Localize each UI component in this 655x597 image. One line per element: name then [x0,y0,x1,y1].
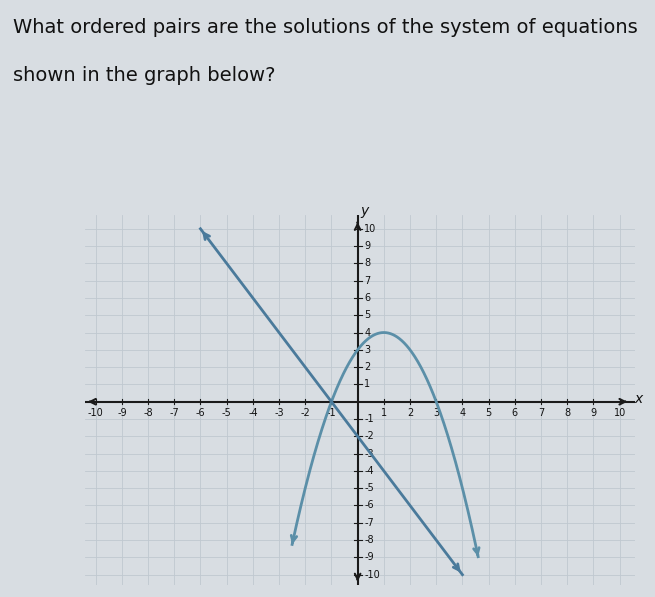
Text: 3: 3 [364,345,370,355]
Text: -10: -10 [364,570,380,580]
Text: 5: 5 [485,408,492,418]
Text: -6: -6 [196,408,205,418]
Text: -5: -5 [364,483,374,493]
Text: 10: 10 [614,408,626,418]
Text: 2: 2 [364,362,371,372]
Text: 5: 5 [364,310,371,320]
Text: 9: 9 [590,408,597,418]
Text: 9: 9 [364,241,370,251]
Text: 6: 6 [512,408,518,418]
Text: 6: 6 [364,293,370,303]
Text: -3: -3 [274,408,284,418]
Text: -7: -7 [364,518,374,528]
Text: 4: 4 [459,408,466,418]
Text: -9: -9 [117,408,126,418]
Text: 1: 1 [364,380,370,389]
Text: 10: 10 [364,224,377,234]
Text: x: x [634,392,643,406]
Text: -1: -1 [327,408,336,418]
Text: 7: 7 [364,276,371,285]
Text: -4: -4 [364,466,374,476]
Text: -3: -3 [364,448,374,458]
Text: -2: -2 [364,431,374,441]
Text: -4: -4 [248,408,257,418]
Text: y: y [360,204,368,217]
Text: -8: -8 [143,408,153,418]
Text: -7: -7 [170,408,179,418]
Text: -9: -9 [364,552,374,562]
Text: What ordered pairs are the solutions of the system of equations: What ordered pairs are the solutions of … [13,18,638,37]
Text: -5: -5 [222,408,231,418]
Text: 3: 3 [433,408,440,418]
Text: -6: -6 [364,500,374,510]
Text: 7: 7 [538,408,544,418]
Text: 8: 8 [564,408,571,418]
Text: 4: 4 [364,328,370,337]
Text: shown in the graph below?: shown in the graph below? [13,66,276,85]
Text: -10: -10 [88,408,103,418]
Text: -8: -8 [364,535,374,545]
Text: 8: 8 [364,259,370,268]
Text: -1: -1 [364,414,374,424]
Text: 2: 2 [407,408,413,418]
Text: -2: -2 [301,408,310,418]
Text: 1: 1 [381,408,387,418]
